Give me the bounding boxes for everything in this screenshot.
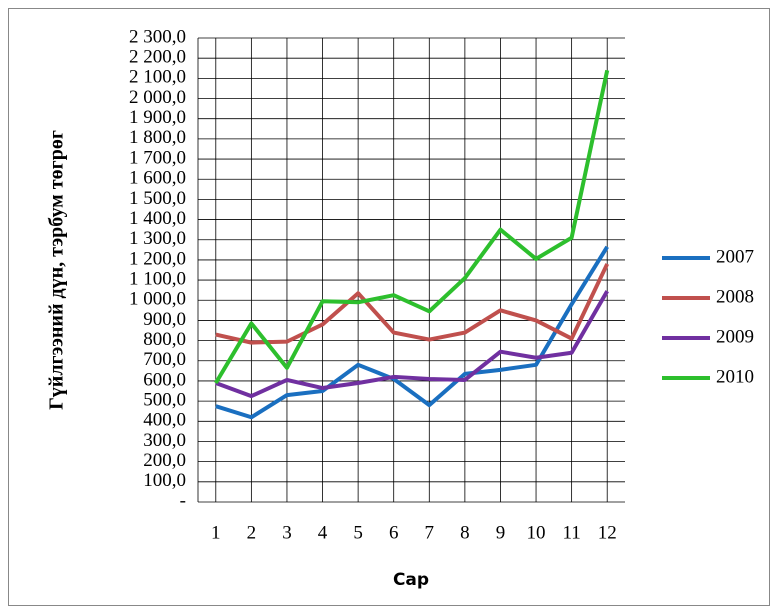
line-series [214, 69, 610, 385]
y-tick-label: 500,0 [143, 389, 186, 410]
y-tick-label: 2 000,0 [129, 87, 186, 108]
x-tick-label: 1 [211, 522, 221, 543]
x-tick-label: 4 [318, 522, 328, 543]
legend-label: 2007 [716, 246, 754, 267]
x-tick-label: 6 [389, 522, 399, 543]
y-tick-label: 800,0 [143, 329, 186, 350]
y-tick-label: 1 000,0 [129, 289, 186, 310]
y-tick-label: 1 400,0 [129, 208, 186, 229]
x-tick-label: 5 [353, 522, 363, 543]
y-tick-label: 1 900,0 [129, 107, 186, 128]
y-tick-label: 700,0 [143, 349, 186, 370]
y-tick-label: 200,0 [143, 450, 186, 471]
y-tick-label: 2 300,0 [129, 26, 186, 47]
y-tick-label: 900,0 [143, 309, 186, 330]
y-tick-label: 1 100,0 [129, 268, 186, 289]
y-tick-label: 1 600,0 [129, 168, 186, 189]
y-tick-label: - [180, 490, 186, 511]
line-series [215, 263, 610, 345]
x-tick-label: 11 [562, 522, 580, 543]
x-tick-label: 3 [282, 522, 292, 543]
x-tick-label: 12 [598, 522, 617, 543]
y-tick-label: 2 100,0 [129, 67, 186, 88]
x-tick-label: 2 [247, 522, 257, 543]
chart-frame [8, 8, 770, 606]
y-tick-label: 100,0 [143, 470, 186, 491]
line-series [215, 290, 609, 399]
x-tick-label: 7 [425, 522, 435, 543]
y-tick-label: 2 200,0 [129, 47, 186, 68]
y-tick-label: 1 500,0 [129, 188, 186, 209]
x-axis-title: Сар [393, 570, 429, 590]
x-tick-label: 9 [496, 522, 506, 543]
y-tick-label: 1 800,0 [129, 127, 186, 148]
legend-label: 2009 [716, 326, 754, 347]
y-tick-label: 400,0 [143, 410, 186, 431]
line-series [215, 245, 609, 420]
y-tick-label: 300,0 [143, 430, 186, 451]
y-axis-title: Гүйлгээний дүн, тэрбум төгрөг [46, 130, 68, 410]
x-tick-label: 8 [460, 522, 470, 543]
legend-label: 2008 [716, 286, 754, 307]
y-tick-label: 1 200,0 [129, 248, 186, 269]
y-tick-label: 600,0 [143, 369, 186, 390]
legend-label: 2010 [716, 366, 754, 387]
x-tick-label: 10 [527, 522, 546, 543]
y-tick-label: 1 700,0 [129, 147, 186, 168]
y-tick-label: 1 300,0 [129, 228, 186, 249]
